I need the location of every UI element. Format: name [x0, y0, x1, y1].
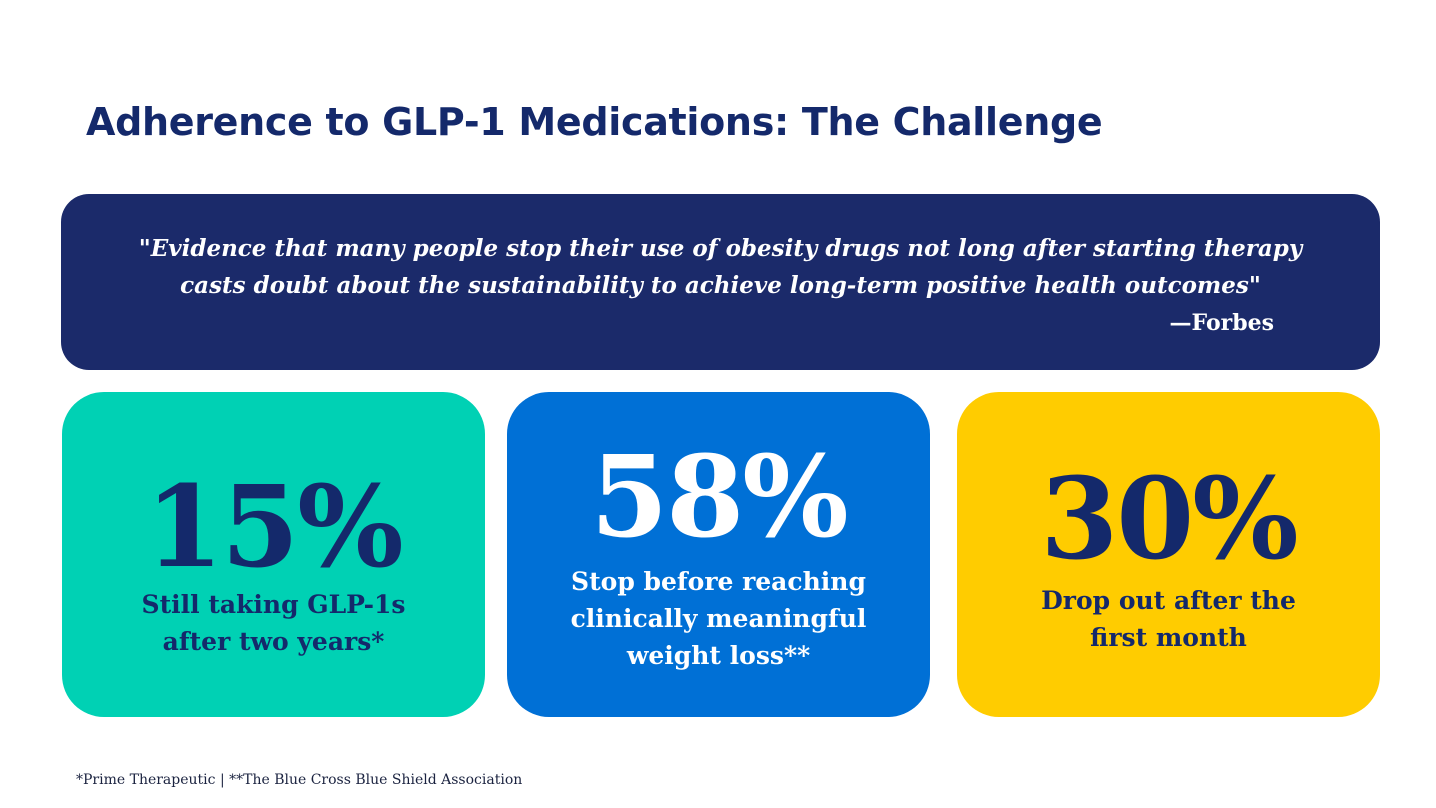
stat-value: 58% — [590, 432, 848, 563]
stat-label-line: first month — [1090, 623, 1247, 652]
stat-card-still-taking: 15% Still taking GLP-1s after two years* — [62, 392, 485, 717]
quote-source: —Forbes — [1169, 310, 1274, 336]
stat-card-drop-out: 30% Drop out after the first month — [957, 392, 1380, 717]
stat-label: Stop before reaching clinically meaningf… — [507, 563, 930, 674]
stat-card-stop-before: 58% Stop before reaching clinically mean… — [507, 392, 930, 717]
stat-label: Drop out after the first month — [957, 582, 1380, 656]
stat-label-line: Still taking GLP-1s — [141, 590, 406, 619]
stat-label-line: weight loss** — [626, 641, 811, 670]
stat-label-line: Drop out after the — [1041, 586, 1296, 615]
stat-label-line: Stop before reaching — [571, 567, 866, 596]
quote-line: casts doubt about the sustainability to … — [180, 272, 1261, 299]
quote-box: "Evidence that many people stop their us… — [61, 194, 1380, 370]
stat-label: Still taking GLP-1s after two years* — [62, 586, 485, 660]
stat-value: 15% — [145, 462, 403, 593]
quote-line: "Evidence that many people stop their us… — [138, 235, 1303, 262]
stat-label-line: after two years* — [162, 627, 385, 656]
stat-value: 30% — [1040, 454, 1298, 585]
quote-text: "Evidence that many people stop their us… — [61, 230, 1380, 304]
footnote: *Prime Therapeutic | **The Blue Cross Bl… — [76, 772, 523, 788]
stat-label-line: clinically meaningful — [570, 604, 867, 633]
slide-title: Adherence to GLP-1 Medications: The Chal… — [86, 100, 1103, 144]
